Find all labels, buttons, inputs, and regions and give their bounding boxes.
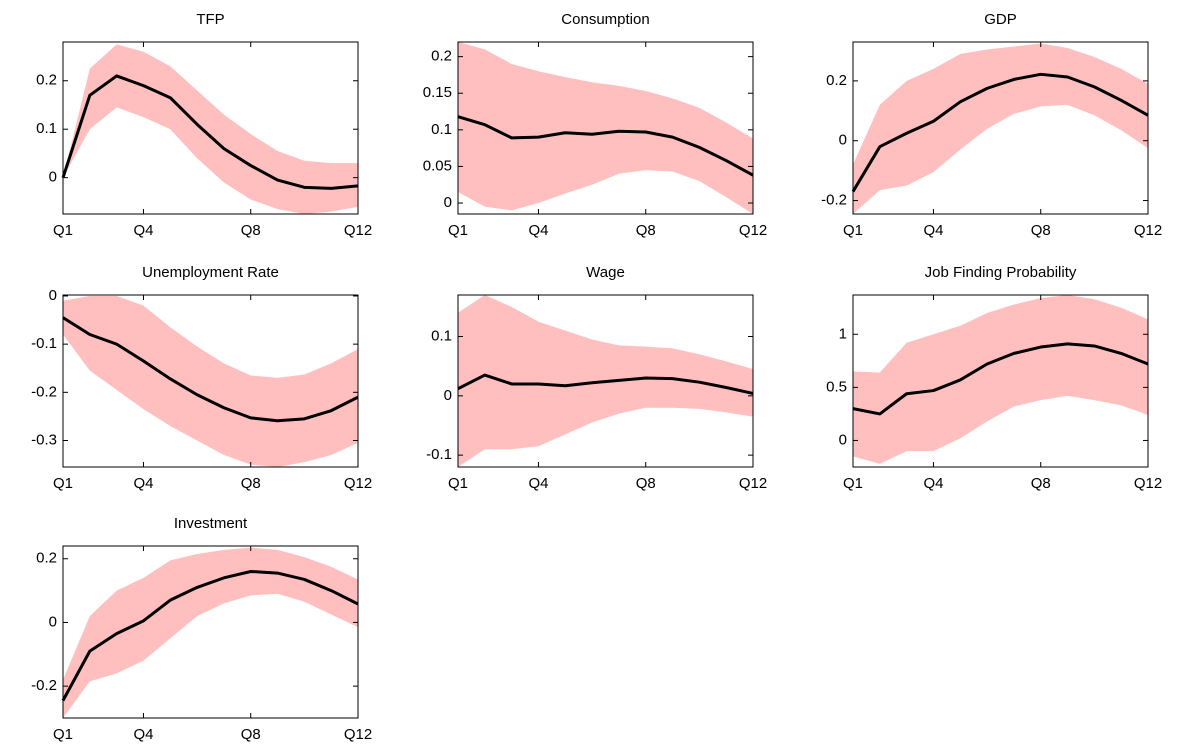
y-tick-label: 0.1	[431, 121, 452, 138]
x-tick-label: Q1	[448, 475, 468, 492]
y-tick-label: 0.2	[36, 550, 57, 567]
panel-title: Consumption	[561, 11, 649, 28]
y-tick-label: 0	[444, 194, 452, 211]
response-line	[62, 316, 359, 423]
y-tick-label: 1	[839, 325, 847, 342]
axes-box	[62, 294, 359, 468]
y-tick-label: 0.2	[826, 72, 847, 89]
x-tick-label: Q1	[53, 726, 73, 743]
x-tick-label: Q1	[53, 475, 73, 492]
x-tick-label: Q4	[923, 475, 943, 492]
x-tick-label: Q4	[133, 726, 153, 743]
response-line	[457, 373, 754, 395]
y-tick-label: 0.05	[423, 157, 452, 174]
x-tick-label: Q1	[448, 222, 468, 239]
response-line	[61, 74, 359, 190]
confidence-band	[853, 295, 1148, 464]
x-tick-label: Q12	[739, 475, 767, 492]
axes-box	[852, 294, 1149, 468]
x-tick-label: Q8	[1031, 222, 1051, 239]
y-tick-label: 0.1	[431, 327, 452, 344]
confidence-band	[63, 44, 358, 215]
y-tick-label: 0.2	[431, 48, 452, 65]
x-tick-label: Q8	[636, 222, 656, 239]
x-tick-label: Q8	[241, 726, 261, 743]
y-tick-label: -0.1	[426, 446, 452, 463]
x-tick-label: Q12	[344, 726, 372, 743]
y-tick-label: 0.5	[826, 378, 847, 395]
x-tick-label: Q12	[739, 222, 767, 239]
x-tick-label: Q1	[843, 222, 863, 239]
x-tick-label: Q8	[1031, 475, 1051, 492]
y-tick-label: 0	[839, 132, 847, 149]
y-tick-label: -0.2	[31, 383, 57, 400]
y-tick-label: -0.3	[31, 431, 57, 448]
response-line	[851, 72, 1149, 193]
panel-title: Investment	[174, 515, 248, 532]
panel-title: Wage	[586, 264, 625, 281]
x-tick-label: Q1	[53, 222, 73, 239]
x-tick-label: Q4	[923, 222, 943, 239]
panel-title: GDP	[984, 11, 1017, 28]
x-tick-label: Q4	[133, 475, 153, 492]
axes-box	[852, 41, 1149, 215]
panel-title: Unemployment Rate	[142, 264, 279, 281]
x-tick-label: Q4	[528, 222, 548, 239]
x-tick-label: Q8	[241, 222, 261, 239]
x-tick-label: Q12	[344, 475, 372, 492]
y-tick-label: 0	[444, 387, 452, 404]
y-tick-label: 0	[49, 613, 57, 630]
x-tick-label: Q1	[843, 475, 863, 492]
confidence-band	[63, 547, 358, 718]
response-line	[61, 569, 359, 702]
y-tick-label: 0.1	[36, 120, 57, 137]
y-tick-label: -0.2	[821, 192, 847, 209]
confidence-band	[458, 42, 753, 214]
response-line	[852, 342, 1149, 416]
x-tick-label: Q12	[1134, 222, 1162, 239]
x-tick-label: Q4	[133, 222, 153, 239]
y-tick-label: 0.15	[423, 84, 452, 101]
response-line	[457, 115, 754, 177]
y-tick-label: 0	[49, 287, 57, 304]
y-tick-label: 0	[49, 169, 57, 186]
axes-box	[62, 545, 359, 719]
x-tick-label: Q8	[636, 475, 656, 492]
y-tick-label: -0.2	[31, 677, 57, 694]
axes-box	[457, 41, 754, 215]
x-tick-label: Q4	[528, 475, 548, 492]
y-tick-label: 0	[839, 431, 847, 448]
confidence-band	[63, 295, 358, 467]
axes-box	[457, 294, 754, 468]
axes-box	[62, 41, 359, 215]
panel-title: TFP	[196, 11, 224, 28]
x-tick-label: Q8	[241, 475, 261, 492]
x-tick-label: Q12	[344, 222, 372, 239]
x-tick-label: Q12	[1134, 475, 1162, 492]
confidence-band	[853, 43, 1148, 214]
y-tick-label: -0.1	[31, 335, 57, 352]
y-tick-label: 0.2	[36, 72, 57, 89]
panel-title: Job Finding Probability	[925, 264, 1077, 281]
